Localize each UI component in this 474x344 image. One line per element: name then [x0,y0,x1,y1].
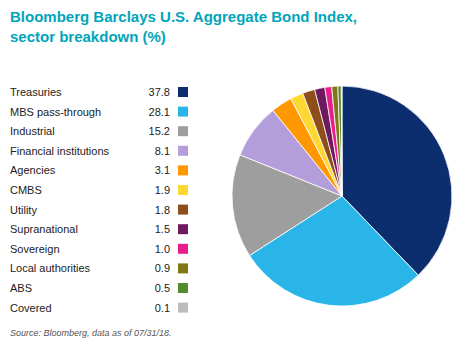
legend-label: Industrial [10,125,55,137]
legend-value: 1.5 [155,223,170,235]
legend-value: 1.9 [155,184,170,196]
legend-value: 0.1 [155,302,170,314]
legend-value: 1.0 [155,243,170,255]
slice [341,86,343,196]
legend-label: Sovereign [10,243,60,255]
legend-label: Utility [10,204,37,216]
subtitle: sector breakdown (%) [10,28,166,45]
legend-value: 8.1 [155,145,170,157]
legend-swatch [178,205,188,215]
legend-swatch [178,244,188,254]
legend-swatch [178,263,188,273]
slice [325,86,342,196]
legend-label: Treasuries [10,86,62,98]
pie [232,86,452,306]
legend-swatch [178,107,188,117]
legend-swatch [178,303,188,313]
legend-value: 0.5 [155,282,170,294]
source: Source: Bloomberg, data as of 07/31/18. [10,328,172,338]
legend-label: CMBS [10,184,42,196]
legend-label: MBS pass-through [10,106,101,118]
legend-label: Covered [10,302,52,314]
legend-value: 3.1 [155,164,170,176]
legend-value: 0.9 [155,262,170,274]
legend-label: Financial institutions [10,145,110,157]
slice [338,86,342,196]
legend-swatch [178,165,188,175]
slice [332,86,342,196]
legend-value: 37.8 [149,86,170,98]
legend-label: Supranational [10,223,78,235]
legend-swatch [178,87,188,97]
legend-label: Local authorities [10,262,91,274]
legend-value: 15.2 [149,125,170,137]
background [0,0,474,344]
legend-label: Agencies [10,164,56,176]
legend-label: ABS [10,282,32,294]
legend-swatch [178,224,188,234]
legend-value: 1.8 [155,204,170,216]
title: Bloomberg Barclays U.S. Aggregate Bond I… [10,8,357,25]
legend-swatch [178,283,188,293]
chart: Bloomberg Barclays U.S. Aggregate Bond I… [0,0,474,344]
legend-swatch [178,146,188,156]
legend: Treasuries 37.8 MBS pass-through 28.1 Indust… [10,86,188,314]
legend-value: 28.1 [149,106,170,118]
legend-swatch [178,185,188,195]
legend-swatch [178,126,188,136]
